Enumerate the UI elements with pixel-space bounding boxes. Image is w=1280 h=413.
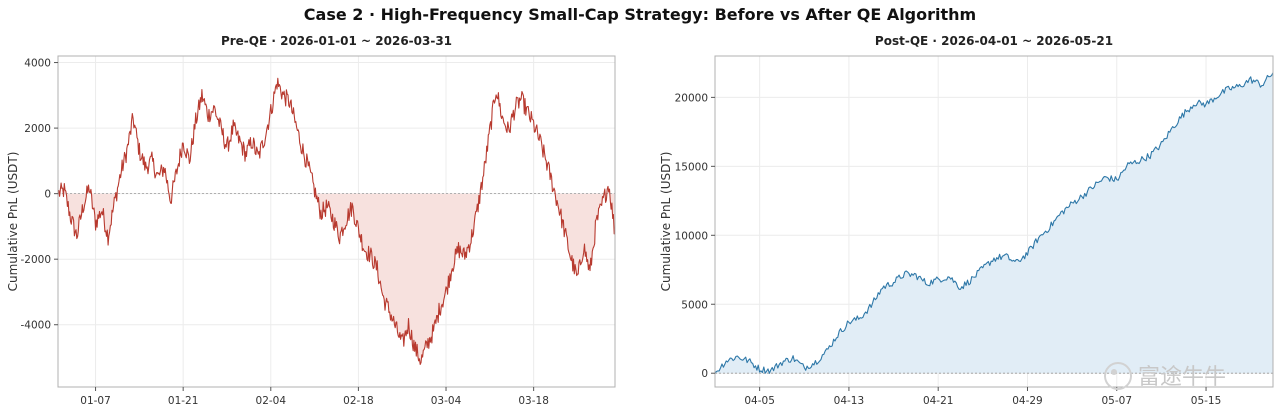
- chart-title: Post-QE · 2026-04-01 ~ 2026-05-21: [875, 34, 1113, 48]
- chart-title: Pre-QE · 2026-01-01 ~ 2026-03-31: [221, 34, 452, 48]
- x-tick-label: 03-18: [518, 395, 549, 407]
- plot-frame: [714, 55, 1274, 388]
- x-tick-label: 01-21: [168, 395, 199, 407]
- y-tick-label: 5000: [681, 299, 708, 311]
- y-tick-label: 10000: [675, 230, 708, 242]
- watermark-logo-icon: [1104, 362, 1132, 390]
- y-tick-label: 15000: [675, 161, 708, 173]
- x-tick-label: 05-15: [1191, 395, 1222, 407]
- x-tick-label: 03-04: [431, 395, 462, 407]
- x-tick-label: 04-21: [923, 395, 954, 407]
- figure-title: Case 2 · High-Frequency Small-Cap Strate…: [303, 5, 977, 24]
- y-tick-label: 20000: [675, 92, 708, 104]
- y-tick-label: 0: [701, 368, 708, 380]
- plot-frame: [57, 55, 616, 388]
- chart-post-qe: 0 5000 10000 15000 20000 04-05 04-13 04-21 04-29…: [659, 34, 1274, 407]
- x-tick-label: 05-07: [1102, 395, 1133, 407]
- watermark-text: 富途牛牛: [1138, 365, 1226, 390]
- watermark: 富途牛牛: [1104, 362, 1226, 390]
- x-tick-label: 04-05: [744, 395, 775, 407]
- chart-pre-qe: -4000 -2000 0 2000 4000 01-07 01-21 02-04 02-18 0…: [6, 34, 616, 407]
- y-axis-label: Cumulative PnL (USDT): [659, 152, 673, 292]
- area-fill: [715, 72, 1273, 374]
- series-line: [57, 77, 616, 365]
- x-tick-label: 04-29: [1012, 395, 1043, 407]
- x-tick-label: 04-13: [834, 395, 865, 407]
- x-tick-label: 02-18: [343, 395, 374, 407]
- y-tick-label: 0: [44, 189, 51, 201]
- watermark-logo-dot: [1111, 369, 1117, 375]
- series-line: [714, 72, 1274, 374]
- y-tick-label: 4000: [24, 58, 51, 70]
- y-tick-label: -2000: [20, 254, 51, 266]
- y-axis-label: Cumulative PnL (USDT): [6, 152, 20, 292]
- x-tick-label: 02-04: [256, 395, 287, 407]
- x-tick-label: 01-07: [80, 395, 111, 407]
- y-tick-label: -4000: [20, 320, 51, 332]
- y-tick-label: 2000: [24, 123, 51, 135]
